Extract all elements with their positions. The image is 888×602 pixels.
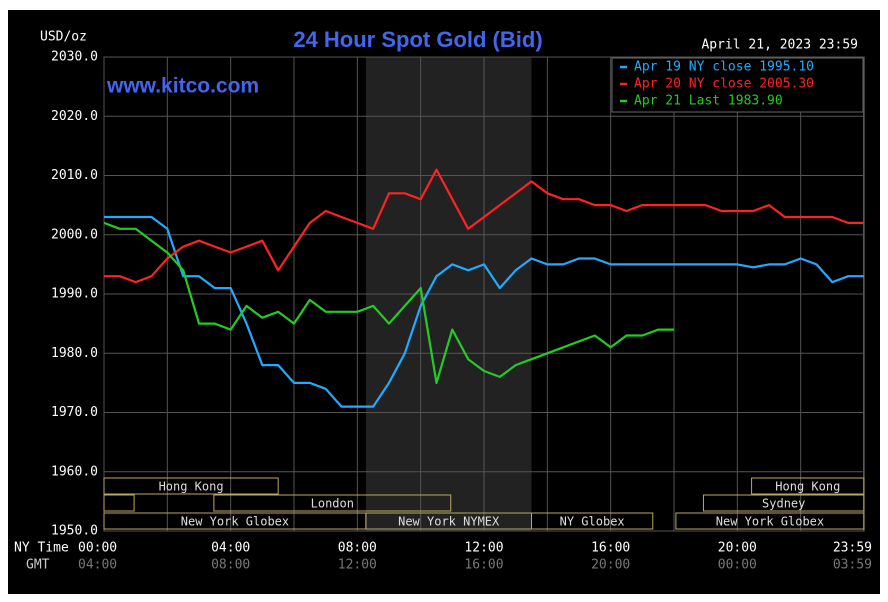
x2-tick-label: 20:00	[591, 558, 630, 573]
x-tick-label: 04:00	[211, 541, 250, 556]
legend-label: Apr 20 NY close 2005.30	[634, 77, 814, 92]
session-bar	[751, 477, 865, 495]
plot-layer	[103, 56, 864, 532]
legend-box	[611, 57, 864, 113]
session-bar	[213, 494, 452, 512]
y-tick-label: 2020.0	[51, 109, 98, 124]
legend-label: Apr 21 Last 1983.90	[634, 94, 783, 109]
x2-axis-label: GMT	[26, 558, 50, 573]
timestamp: April 21, 2023 23:59	[701, 38, 858, 53]
legend-label: Apr 19 NY close 1995.10	[634, 60, 814, 75]
x-tick-label: 20:00	[718, 541, 757, 556]
legend: Apr 19 NY close 1995.10 Apr 20 NY close 2…	[611, 57, 864, 113]
y-tick-label: 1970.0	[51, 405, 98, 420]
x2-tick-label: 03:59	[833, 558, 872, 573]
session-label: New York Globex	[716, 515, 824, 529]
y-tick-label: 1980.0	[51, 346, 98, 361]
session-label: NY Globex	[560, 515, 625, 529]
session-bar	[531, 512, 654, 530]
session-label: Hong Kong	[159, 480, 224, 494]
session-label: Hong Kong	[775, 480, 840, 494]
x2-tick-label: 04:00	[78, 558, 117, 573]
y-tick-label: 1950.0	[51, 524, 98, 539]
series-line	[104, 168, 864, 284]
session-bar	[103, 477, 279, 495]
y-tick-label: 2030.0	[51, 50, 98, 65]
x-tick-label: 23:59	[833, 541, 872, 556]
series-line	[103, 221, 674, 384]
series-line	[104, 215, 864, 408]
session-label: New York Globex	[181, 515, 289, 529]
x2-tick-label: 16:00	[464, 558, 503, 573]
watermark: www.kitco.com	[106, 75, 259, 98]
x-tick-label: 00:00	[78, 541, 117, 556]
x-tick-label: 12:00	[464, 541, 503, 556]
chart-title: 24 Hour Spot Gold (Bid)	[293, 27, 542, 52]
session-bar	[675, 512, 865, 530]
x2-tick-label: 00:00	[718, 558, 757, 573]
x2-tick-label: 08:00	[211, 558, 250, 573]
x2-tick-label: 12:00	[338, 558, 377, 573]
y-tick-label: 1960.0	[51, 464, 98, 479]
y-tick-label: 2000.0	[51, 227, 98, 242]
x-tick-label: 08:00	[338, 541, 377, 556]
y-tick-label: 2010.0	[51, 168, 98, 183]
y-unit: USD/oz	[40, 30, 87, 45]
y-tick-label: 1990.0	[51, 287, 98, 302]
session-label: London	[311, 497, 354, 511]
session-label: New York NYMEX	[398, 515, 500, 529]
session-label: Sydney	[762, 497, 805, 511]
x-tick-label: 16:00	[591, 541, 630, 556]
session-bar	[702, 494, 865, 512]
session-bar	[103, 494, 135, 512]
x-axis-label: NY Time	[14, 541, 69, 556]
